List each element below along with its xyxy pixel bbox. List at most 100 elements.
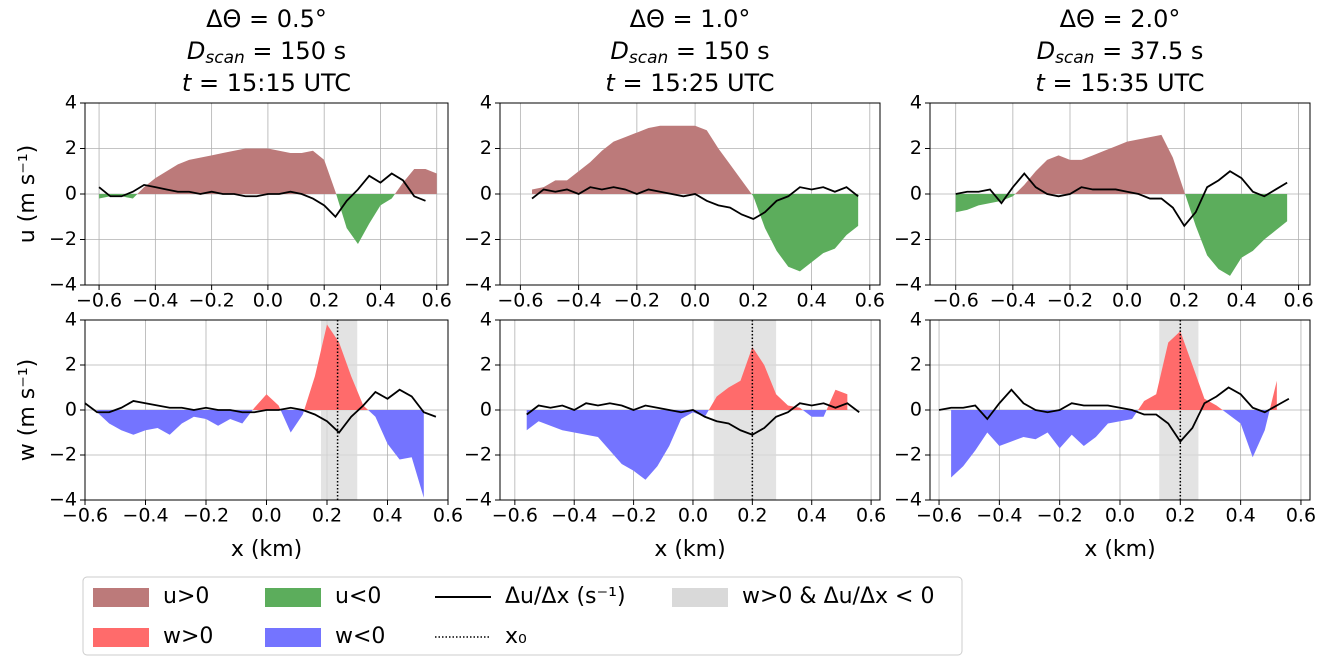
panel (930, 320, 1310, 500)
x-tick-label: −0.6 (933, 290, 979, 312)
title-line: ΔΘ = 0.5° (206, 5, 327, 33)
y-tick-label: 2 (480, 354, 492, 376)
y-tick-label: 4 (910, 92, 922, 114)
title-part: D (187, 37, 205, 65)
x-tick-label: −0.4 (551, 505, 597, 527)
x-tick-label: 0.6 (433, 505, 463, 527)
x-tick-label: −0.4 (976, 505, 1022, 527)
y-tick-label: 2 (910, 137, 922, 159)
legend-label: Δu/Δx (s⁻¹) (505, 584, 626, 609)
x-tick-label: −0.6 (62, 505, 108, 527)
title-line: Dscan = 150 s (187, 37, 346, 68)
title-part: scan (205, 48, 244, 68)
y-tick-label: −4 (464, 274, 492, 296)
x-tick-label: 0.0 (1112, 290, 1142, 312)
x-tick-label: −0.4 (556, 290, 602, 312)
legend-label: x₀ (505, 624, 527, 649)
y-tick-label: −2 (49, 444, 77, 466)
y-tick-label: −4 (49, 489, 77, 511)
gradient-line (98, 172, 426, 219)
y-tick-label: 4 (65, 309, 77, 331)
area-positive (526, 347, 848, 410)
y-tick-label: 4 (480, 92, 492, 114)
area-negative (97, 410, 424, 498)
x-tick-label: 0.4 (1226, 290, 1256, 312)
y-tick-label: 0 (910, 183, 922, 205)
x-tick-label: −0.2 (611, 505, 657, 527)
panel (500, 103, 880, 285)
x-axis-label: x (km) (654, 537, 725, 562)
title-part: = 150 s (668, 37, 769, 65)
area-positive (951, 331, 1277, 410)
x-tick-label: −0.6 (497, 290, 543, 312)
area-negative (526, 410, 848, 480)
area-positive (955, 134, 1288, 194)
title-part: = 37.5 s (1094, 37, 1203, 65)
title-part: = 150 s (245, 37, 346, 65)
title-part: D (610, 37, 628, 65)
x-tick-label: −0.4 (132, 290, 178, 312)
y-tick-label: 4 (480, 309, 492, 331)
x-tick-label: −0.2 (189, 290, 235, 312)
title-part: scan (1055, 48, 1094, 68)
x-tick-label: 0.4 (797, 505, 827, 527)
x-tick-label: 0.2 (738, 290, 768, 312)
x-axis-label: x (km) (231, 537, 302, 562)
title-line: ΔΘ = 2.0° (1060, 5, 1181, 33)
x-tick-label: 0.6 (1286, 505, 1316, 527)
gradient-line (955, 170, 1288, 228)
title-part: scan (629, 48, 668, 68)
x-tick-label: −0.4 (990, 290, 1036, 312)
x-tick-label: 0.2 (309, 290, 339, 312)
legend-swatch (265, 628, 321, 647)
y-axis-label: w (m s⁻¹) (15, 359, 40, 461)
y-tick-label: 2 (910, 354, 922, 376)
title-line: t = 15:25 UTC (605, 69, 774, 97)
x-tick-label: 0.6 (856, 505, 886, 527)
panel (930, 103, 1310, 285)
x-tick-label: −0.2 (1037, 505, 1083, 527)
legend-label: w>0 (163, 624, 213, 649)
x-tick-label: −0.2 (183, 505, 229, 527)
y-tick-label: −4 (894, 489, 922, 511)
x-tick-label: 0.0 (678, 505, 708, 527)
y-tick-label: 0 (480, 399, 492, 421)
legend-label: w<0 (335, 624, 385, 649)
x-tick-label: 0.0 (680, 290, 710, 312)
axes-frame (929, 102, 1311, 286)
legend-swatch (93, 628, 149, 647)
x-tick-label: −0.4 (122, 505, 168, 527)
x-tick-label: 0.4 (1226, 505, 1256, 527)
y-tick-label: 0 (65, 183, 77, 205)
x-tick-label: −0.2 (614, 290, 660, 312)
y-tick-label: 2 (480, 137, 492, 159)
x-axis-label: x (km) (1084, 537, 1155, 562)
y-tick-label: 2 (65, 137, 77, 159)
axes-frame (84, 319, 449, 501)
title-line: t = 15:15 UTC (182, 69, 351, 97)
y-tick-label: 2 (65, 354, 77, 376)
x-tick-label: 0.2 (1169, 290, 1199, 312)
axes-frame (929, 319, 1311, 501)
gradient-line (526, 402, 860, 436)
y-tick-label: −2 (464, 228, 492, 250)
panel (85, 103, 448, 285)
legend-swatch (265, 588, 321, 607)
title-part: = 15:15 UTC (191, 69, 351, 97)
x-tick-label: 0.4 (372, 505, 402, 527)
title-part: t (182, 69, 193, 97)
legend-swatch (672, 588, 728, 607)
x-tick-label: 0.0 (253, 290, 283, 312)
title-line: Dscan = 37.5 s (1037, 37, 1204, 68)
x-tick-label: −0.6 (492, 505, 538, 527)
y-tick-label: −2 (894, 228, 922, 250)
y-tick-label: 0 (65, 399, 77, 421)
legend-label: u<0 (335, 584, 381, 609)
axes-frame (499, 319, 881, 501)
x-tick-label: 0.0 (251, 505, 281, 527)
y-tick-label: −4 (464, 489, 492, 511)
gradient-line (85, 388, 437, 434)
legend-label: u>0 (163, 584, 209, 609)
x-tick-label: 0.6 (422, 290, 452, 312)
x-tick-label: −0.2 (1047, 290, 1093, 312)
